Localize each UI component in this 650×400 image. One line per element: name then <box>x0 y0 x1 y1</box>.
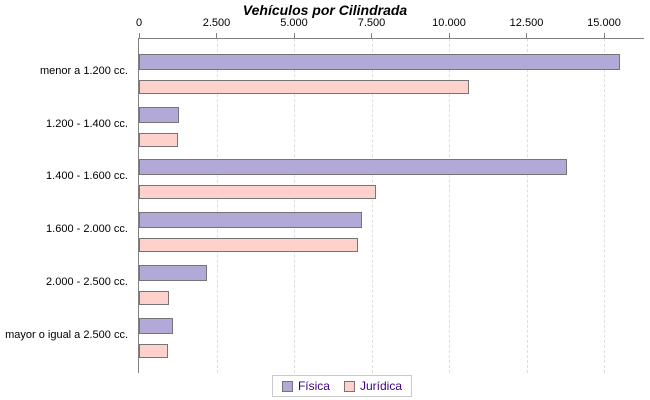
tick-label: 10.000 <box>432 17 466 29</box>
tick-mark <box>526 33 527 38</box>
category-label: 1.200 - 1.400 cc. <box>46 117 128 130</box>
tick-mark <box>448 33 450 38</box>
category-label: 2.000 - 2.500 cc. <box>46 275 128 288</box>
category-label: menor a 1.200 cc. <box>39 65 128 77</box>
legend-swatch-icon <box>343 380 355 392</box>
bar-juridica <box>139 185 377 200</box>
tick-label: 12.500 <box>509 17 544 29</box>
gridline <box>216 39 218 373</box>
bar-fisica <box>139 54 620 70</box>
tick-label: 7.500 <box>357 17 386 29</box>
gridline <box>526 39 528 373</box>
bar-fisica <box>139 264 208 281</box>
tick-mark <box>603 33 605 38</box>
legend: Física Jurídica <box>271 375 413 397</box>
plot-area: 0 2.500 5.000 7.500 10.000 12.500 15.000 <box>136 17 644 373</box>
tick-mark <box>138 33 140 38</box>
gridline <box>604 39 605 373</box>
bar-juridica <box>139 343 169 358</box>
gridline <box>294 39 295 373</box>
tick-label: 2.500 <box>202 17 231 29</box>
category-label: mayor o igual a 2.500 cc. <box>5 328 128 341</box>
bar-juridica <box>139 132 179 147</box>
gridline <box>449 39 450 373</box>
category-label: 1.600 - 2.000 cc. <box>46 223 128 236</box>
tick-label: 15.000 <box>587 17 621 29</box>
legend-label: Jurídica <box>359 379 403 393</box>
category-label: 1.400 - 1.600 cc. <box>46 170 128 183</box>
tick-mark <box>371 33 372 38</box>
legend-item: Jurídica <box>343 379 403 393</box>
bar-fisica <box>139 106 180 123</box>
category-axis: menor a 1.200 cc. 1.200 - 1.400 cc. 1.400 … <box>0 38 132 372</box>
legend-label: Física <box>297 379 330 393</box>
bar-juridica <box>139 290 170 305</box>
bar-fisica <box>139 317 174 334</box>
gridline <box>371 39 373 373</box>
legend-swatch-icon <box>281 380 293 392</box>
legend-item: Física <box>281 379 330 393</box>
bar-fisica <box>139 159 567 176</box>
chart-title: Vehículos por Cilindrada <box>242 2 408 18</box>
tick-label: 0 <box>135 17 143 29</box>
bar-juridica <box>139 238 358 253</box>
tick-mark <box>216 33 217 38</box>
bar-juridica <box>139 80 470 94</box>
tick-mark <box>293 33 295 38</box>
tick-label: 5.000 <box>280 17 308 29</box>
bar-fisica <box>139 212 363 229</box>
